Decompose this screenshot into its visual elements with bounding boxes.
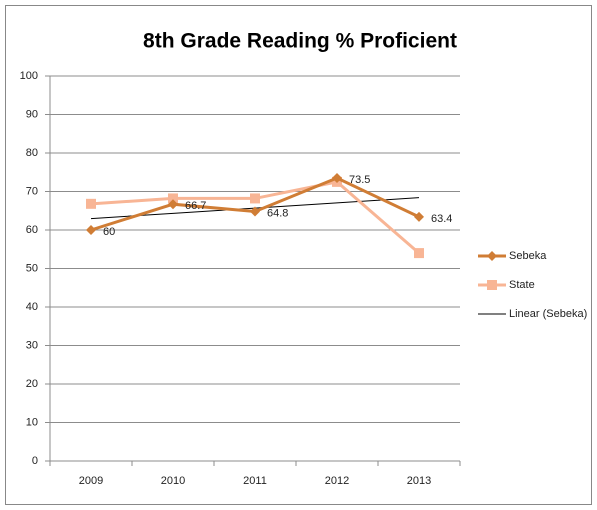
data-point bbox=[168, 193, 178, 204]
x-tick-label: 2012 bbox=[325, 475, 349, 487]
data-point bbox=[250, 193, 260, 204]
data-point bbox=[86, 198, 96, 209]
y-tick-label: 40 bbox=[26, 301, 38, 313]
y-tick-label: 10 bbox=[26, 416, 38, 428]
data-label: 60 bbox=[103, 226, 115, 238]
y-tick-label: 60 bbox=[26, 224, 38, 236]
y-tick-label: 80 bbox=[26, 147, 38, 159]
x-tick-label: 2013 bbox=[407, 475, 431, 487]
y-tick-label: 100 bbox=[20, 70, 38, 82]
data-label: 73.5 bbox=[349, 174, 370, 186]
y-tick-label: 90 bbox=[26, 108, 38, 120]
data-label: 64.8 bbox=[267, 207, 288, 219]
chart-title: 8th Grade Reading % Proficient bbox=[143, 30, 457, 53]
data-label: 66.7 bbox=[185, 200, 206, 212]
x-tick-label: 2011 bbox=[243, 475, 267, 487]
legend-marker bbox=[487, 280, 497, 290]
y-tick-label: 30 bbox=[26, 339, 38, 351]
legend-label: State bbox=[509, 279, 535, 291]
data-point bbox=[414, 211, 424, 222]
legend-marker bbox=[487, 251, 497, 261]
data-point bbox=[86, 225, 96, 235]
data-point bbox=[332, 173, 342, 184]
y-tick-label: 50 bbox=[26, 262, 38, 274]
x-tick-label: 2009 bbox=[79, 475, 103, 487]
data-point bbox=[250, 206, 260, 217]
x-tick-label: 2010 bbox=[161, 475, 185, 487]
data-point bbox=[168, 199, 178, 210]
legend-label: Sebeka bbox=[509, 250, 547, 262]
y-tick-label: 20 bbox=[26, 378, 38, 390]
y-tick-label: 0 bbox=[32, 455, 38, 467]
data-point bbox=[414, 248, 424, 259]
legend-label: Linear (Sebeka) bbox=[509, 308, 587, 320]
data-label: 63.4 bbox=[431, 213, 452, 225]
y-tick-label: 70 bbox=[26, 185, 38, 197]
